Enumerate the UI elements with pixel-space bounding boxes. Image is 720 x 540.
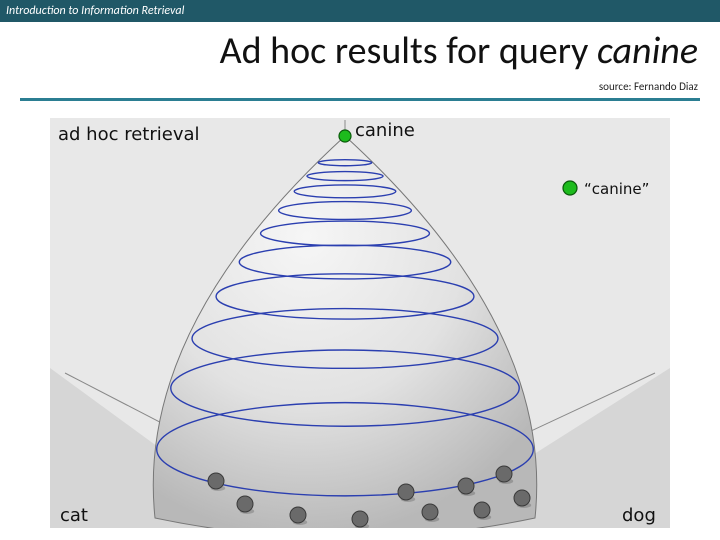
title-underline xyxy=(20,98,700,101)
document-dot xyxy=(422,504,438,520)
document-dot xyxy=(458,478,474,494)
header-bar: Introduction to Information Retrieval xyxy=(0,0,720,22)
title-italic-word: canine xyxy=(597,28,698,74)
document-dot xyxy=(398,484,414,500)
label-adhoc: ad hoc retrieval xyxy=(58,124,200,145)
label-cat: cat xyxy=(60,505,88,526)
header-fill xyxy=(194,0,720,22)
document-dot xyxy=(290,507,306,523)
legend-text: “canine” xyxy=(584,180,649,198)
course-title: Introduction to Information Retrieval xyxy=(0,0,194,22)
slide-title: Ad hoc results for query canine xyxy=(0,28,720,74)
document-dot xyxy=(496,466,512,482)
document-dot xyxy=(208,473,224,489)
document-dot xyxy=(352,511,368,527)
document-dot xyxy=(237,496,253,512)
query-dot xyxy=(339,130,351,142)
legend-dot xyxy=(563,181,577,195)
title-prefix: Ad hoc results for query xyxy=(220,28,597,74)
source-attribution: source: Fernando Diaz xyxy=(599,80,698,93)
diagram-svg: ad hoc retrieval canine cat dog “canine” xyxy=(50,118,670,528)
label-dog: dog xyxy=(622,505,656,526)
label-canine-top: canine xyxy=(355,120,415,141)
document-dot xyxy=(474,502,490,518)
adhoc-diagram: ad hoc retrieval canine cat dog “canine” xyxy=(50,118,670,528)
document-dot xyxy=(514,490,530,506)
